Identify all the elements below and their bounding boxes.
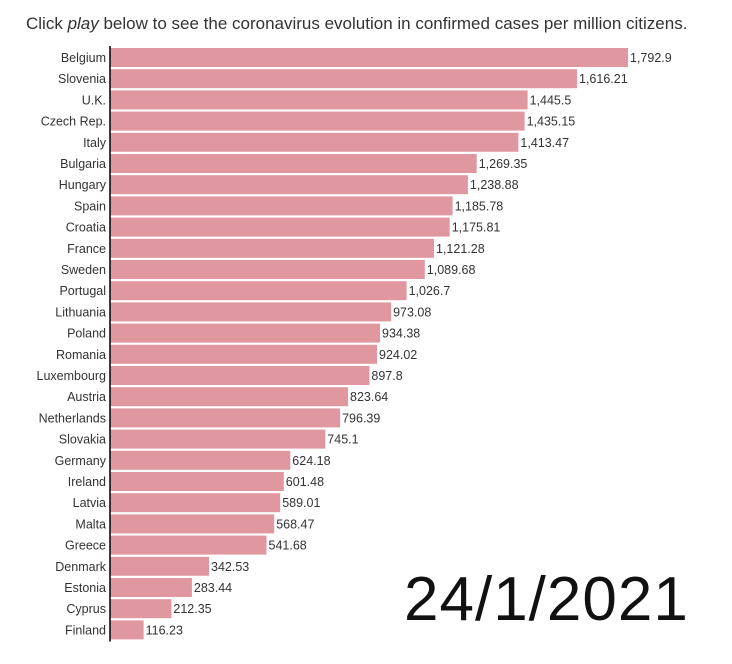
value-label: 1,238.88 — [470, 178, 519, 192]
category-label: Czech Rep. — [41, 115, 106, 129]
category-label: Latvia — [73, 496, 106, 510]
bar-ireland — [110, 472, 284, 491]
bar-finland — [110, 620, 144, 640]
category-label: Hungary — [59, 178, 107, 192]
bar-lithuania — [110, 302, 392, 322]
bar-slovenia — [110, 69, 577, 89]
value-label: 1,175.81 — [452, 221, 501, 235]
value-label: 589.01 — [282, 496, 320, 510]
bar-sweden — [110, 260, 425, 279]
value-label: 1,445.5 — [530, 93, 572, 107]
value-label: 1,269.35 — [479, 157, 528, 171]
category-label: Germany — [55, 454, 107, 468]
value-label: 1,089.68 — [427, 263, 476, 277]
bar-austria — [110, 387, 348, 407]
bar-germany — [110, 450, 291, 470]
value-label: 624.18 — [292, 454, 330, 468]
play-word: play — [67, 14, 99, 33]
value-label: 796.39 — [342, 411, 380, 425]
category-label: Lithuania — [55, 305, 106, 319]
value-label: 1,185.78 — [455, 199, 504, 213]
value-label: 541.68 — [269, 539, 307, 553]
bar-croatia — [110, 217, 450, 237]
category-label: Belgium — [61, 51, 106, 65]
value-label: 1,026.7 — [409, 284, 451, 298]
category-label: Luxembourg — [37, 369, 107, 383]
category-label: Estonia — [64, 581, 106, 595]
category-label: Croatia — [66, 221, 106, 235]
value-label: 1,616.21 — [579, 72, 628, 86]
value-label: 1,121.28 — [436, 242, 485, 256]
bar-u-k — [110, 90, 528, 110]
bar-italy — [110, 132, 519, 152]
bar-hungary — [110, 175, 468, 195]
category-label: Greece — [65, 539, 106, 553]
category-label: Cyprus — [66, 602, 106, 616]
value-label: 823.64 — [350, 390, 388, 404]
category-label: France — [67, 242, 106, 256]
value-label: 601.48 — [286, 475, 324, 489]
category-label: Austria — [67, 390, 106, 404]
value-label: 568.47 — [276, 517, 314, 531]
bar-malta — [110, 514, 275, 534]
value-label: 116.23 — [146, 623, 183, 637]
bar-czech-rep — [110, 111, 525, 131]
date-stamp: 24/1/2021 — [404, 565, 689, 634]
category-label: Italy — [83, 136, 107, 150]
category-label: Portugal — [59, 284, 106, 298]
bar-cyprus — [110, 599, 172, 619]
category-label: Netherlands — [39, 411, 106, 425]
bar-latvia — [110, 493, 281, 513]
category-label: Sweden — [61, 263, 106, 277]
bar-luxembourg — [110, 366, 370, 385]
category-label: Poland — [67, 327, 106, 341]
bar-bulgaria — [110, 154, 477, 173]
bar-denmark — [110, 556, 209, 576]
bar-greece — [110, 535, 267, 555]
value-label: 212.35 — [173, 602, 211, 616]
value-label: 924.02 — [379, 348, 417, 362]
bar-belgium — [110, 48, 628, 67]
category-label: Spain — [74, 199, 106, 213]
value-label: 342.53 — [211, 560, 249, 574]
bar-france — [110, 238, 434, 258]
value-label: 745.1 — [327, 433, 358, 447]
bar-romania — [110, 344, 377, 364]
bar-spain — [110, 196, 453, 216]
category-label: Slovakia — [59, 433, 106, 447]
category-label: U.K. — [82, 93, 106, 107]
category-label: Slovenia — [58, 72, 106, 86]
intro-suffix: below to see the coronavirus evolution i… — [98, 14, 688, 33]
category-label: Romania — [56, 348, 106, 362]
value-label: 897.8 — [371, 369, 402, 383]
chart-instructions: Click play below to see the coronavirus … — [26, 14, 687, 34]
value-label: 1,413.47 — [520, 136, 569, 150]
bar-poland — [110, 323, 380, 343]
value-label: 973.08 — [393, 305, 431, 319]
category-label: Bulgaria — [60, 157, 106, 171]
intro-prefix: Click — [26, 14, 68, 33]
category-label: Ireland — [68, 475, 106, 489]
bar-netherlands — [110, 408, 341, 428]
bar-estonia — [110, 578, 192, 597]
bar-slovakia — [110, 429, 326, 449]
bar-portugal — [110, 281, 407, 301]
value-label: 1,792.9 — [630, 51, 672, 65]
category-label: Malta — [75, 517, 106, 531]
value-label: 283.44 — [194, 581, 232, 595]
value-label: 1,435.15 — [527, 115, 576, 129]
value-label: 934.38 — [382, 327, 420, 341]
category-label: Finland — [65, 623, 106, 637]
category-label: Denmark — [55, 560, 106, 574]
